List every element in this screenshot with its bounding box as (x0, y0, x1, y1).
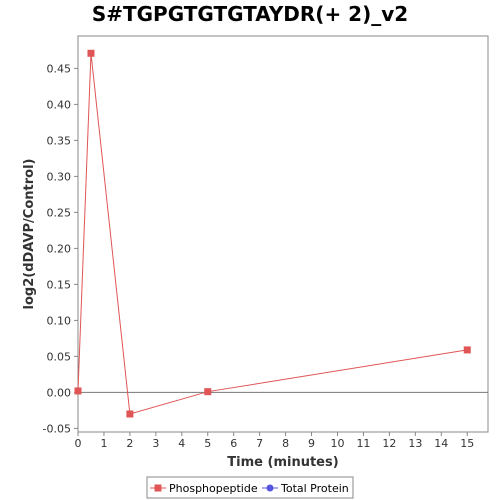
x-tick-label: 10 (330, 437, 344, 450)
legend-label: Phosphopeptide (169, 482, 258, 495)
series-layer (74, 49, 471, 418)
x-tick-label: 4 (178, 437, 185, 450)
x-tick-label: 2 (126, 437, 133, 450)
x-tick-label: 9 (308, 437, 315, 450)
data-point (74, 387, 82, 395)
legend-marker-square (154, 484, 162, 492)
data-point (126, 410, 134, 418)
x-tick-label: 0 (75, 437, 82, 450)
legend: Phosphopeptide Total Protein (146, 476, 354, 499)
x-tick-label: 5 (204, 437, 211, 450)
data-point (204, 388, 212, 396)
y-tick-label: 0.10 (47, 314, 72, 327)
y-axis-title: log2(dDAVP/Control) (22, 159, 37, 310)
x-tick-label: 8 (282, 437, 289, 450)
chart-title: S#TGPGTGTGTAYDR(+ 2)_v2 (91, 2, 409, 26)
x-tick-label: 1 (100, 437, 107, 450)
x-tick-label: 12 (382, 437, 396, 450)
data-point (463, 346, 471, 354)
plot-area (77, 35, 489, 433)
y-tick-label: 0.00 (47, 386, 72, 399)
y-tick-label: 0.40 (47, 98, 72, 111)
y-tick-label: -0.05 (43, 422, 71, 435)
legend-box (146, 476, 354, 499)
legend-marker-circle (266, 484, 274, 492)
y-tick-label: 0.15 (47, 278, 72, 291)
x-tick-label: 13 (408, 437, 422, 450)
x-tick-label: 14 (434, 437, 448, 450)
y-axis-ticks: -0.05 0.00 0.05 0.10 0.15 0.20 0.25 0.30 0.35 0.4… (43, 62, 78, 435)
x-tick-label: 7 (256, 437, 263, 450)
x-axis-ticks: 0 1 2 3 4 5 6 7 8 9 10 11 12 13 14 15 (75, 432, 474, 450)
x-tick-label: 6 (230, 437, 237, 450)
x-axis-title: Time (minutes) (227, 455, 338, 470)
legend-label: Total Protein (280, 482, 349, 495)
x-tick-label: 3 (152, 437, 159, 450)
data-point (87, 49, 95, 57)
x-tick-label: 11 (356, 437, 370, 450)
y-tick-label: 0.05 (47, 350, 72, 363)
y-tick-label: 0.45 (47, 62, 72, 75)
y-tick-label: 0.30 (47, 170, 72, 183)
y-tick-label: 0.25 (47, 206, 72, 219)
x-tick-label: 15 (460, 437, 474, 450)
y-tick-label: 0.20 (47, 242, 72, 255)
y-tick-label: 0.35 (47, 134, 72, 147)
